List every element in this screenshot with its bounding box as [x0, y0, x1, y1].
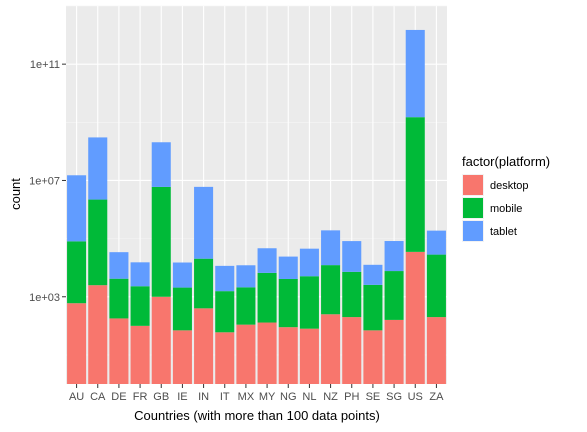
legend-label-desktop: desktop	[490, 180, 529, 192]
bar-mobile-IE	[172, 287, 192, 331]
bar-desktop-SG	[384, 319, 404, 384]
bar-mobile-PH	[342, 271, 362, 318]
bar-mobile-MX	[236, 287, 256, 325]
bar-tablet-PH	[342, 241, 362, 272]
x-tick-label-IE: IE	[177, 391, 187, 403]
bar-desktop-FR	[130, 325, 150, 384]
legend-items: desktop mobile tablet	[462, 174, 529, 242]
bar-tablet-NL	[299, 248, 319, 277]
legend-swatch-tablet	[463, 221, 483, 241]
y-tick-label: 1e+07	[29, 175, 60, 187]
bar-desktop-NG	[278, 327, 298, 384]
bar-desktop-IT	[215, 332, 235, 384]
bar-desktop-US	[405, 251, 425, 384]
x-tick-label-IN: IN	[198, 391, 209, 403]
x-tick-label-NL: NL	[302, 391, 316, 403]
bar-tablet-SE	[363, 264, 383, 285]
bar-tablet-NG	[278, 256, 298, 279]
bar-mobile-ZA	[426, 254, 446, 318]
bar-mobile-IN	[194, 258, 214, 309]
x-tick-label-DE: DE	[111, 391, 126, 403]
x-tick-label-ZA: ZA	[429, 391, 444, 403]
legend: factor(platform) desktop mobile tablet	[462, 154, 550, 242]
x-tick-label-SG: SG	[386, 391, 402, 403]
bar-mobile-NG	[278, 278, 298, 328]
bar-tablet-IE	[172, 262, 192, 288]
bar-desktop-IE	[172, 330, 192, 384]
bar-desktop-MX	[236, 324, 256, 384]
bar-tablet-IN	[194, 186, 214, 259]
x-tick-label-AU: AU	[69, 391, 84, 403]
x-tick-label-NZ: NZ	[323, 391, 338, 403]
bar-tablet-AU	[67, 175, 87, 242]
bar-tablet-US	[405, 29, 425, 118]
bar-tablet-MY	[257, 248, 277, 273]
x-tick-label-SE: SE	[366, 391, 381, 403]
bar-desktop-GB	[151, 296, 171, 384]
x-tick-label-NG: NG	[280, 391, 297, 403]
bar-tablet-DE	[109, 252, 129, 279]
bar-desktop-PH	[342, 317, 362, 384]
bar-mobile-SE	[363, 284, 383, 331]
bar-mobile-FR	[130, 286, 150, 326]
legend-label-tablet: tablet	[490, 226, 517, 238]
bar-desktop-IN	[194, 308, 214, 384]
bars	[67, 29, 446, 384]
bar-mobile-CA	[88, 199, 108, 286]
bar-mobile-US	[405, 117, 425, 252]
x-axis: AU CA DE FR GB IE IN IT MX MY NG NL NZ PH SE SG US ZA	[69, 384, 444, 403]
x-tick-label-IT: IT	[220, 391, 230, 403]
x-tick-label-GB: GB	[153, 391, 169, 403]
panel-background	[66, 6, 447, 384]
bar-tablet-SG	[384, 241, 404, 272]
legend-swatch-mobile	[463, 198, 483, 218]
x-tick-label-FR: FR	[133, 391, 148, 403]
x-tick-label-PH: PH	[344, 391, 359, 403]
bar-desktop-MY	[257, 322, 277, 384]
bar-mobile-SG	[384, 271, 404, 320]
x-tick-label-MX: MX	[238, 391, 255, 403]
bar-desktop-CA	[88, 285, 108, 384]
bar-mobile-MY	[257, 272, 277, 323]
bar-mobile-AU	[67, 241, 87, 304]
plot-area	[66, 5, 447, 384]
y-axis-title: count	[8, 178, 23, 210]
bar-mobile-GB	[151, 186, 171, 297]
bar-mobile-NZ	[321, 265, 341, 315]
bar-desktop-ZA	[426, 317, 446, 384]
bar-desktop-SE	[363, 330, 383, 384]
y-tick-label: 1e+11	[30, 59, 60, 71]
bar-desktop-NL	[299, 328, 319, 384]
bar-tablet-MX	[236, 265, 256, 288]
bar-mobile-IT	[215, 291, 235, 333]
bar-desktop-AU	[67, 303, 87, 384]
x-tick-label-MY: MY	[259, 391, 276, 403]
bar-tablet-CA	[88, 137, 108, 200]
y-tick-label: 1e+03	[29, 292, 60, 304]
legend-label-mobile: mobile	[490, 203, 522, 215]
y-axis: 1e+03 1e+07 1e+11	[29, 59, 66, 304]
bar-desktop-NZ	[321, 314, 341, 384]
bar-mobile-DE	[109, 278, 129, 319]
bar-tablet-NZ	[321, 230, 341, 266]
x-tick-label-CA: CA	[90, 391, 106, 403]
legend-swatch-desktop	[463, 175, 483, 195]
x-tick-label-US: US	[408, 391, 423, 403]
bar-tablet-ZA	[426, 230, 446, 255]
bar-tablet-GB	[151, 142, 171, 187]
legend-title: factor(platform)	[462, 154, 550, 169]
bar-tablet-FR	[130, 262, 150, 287]
bar-desktop-DE	[109, 318, 129, 384]
bar-mobile-NL	[299, 276, 319, 329]
bar-tablet-IT	[215, 265, 235, 292]
x-axis-title: Countries (with more than 100 data point…	[134, 408, 380, 423]
